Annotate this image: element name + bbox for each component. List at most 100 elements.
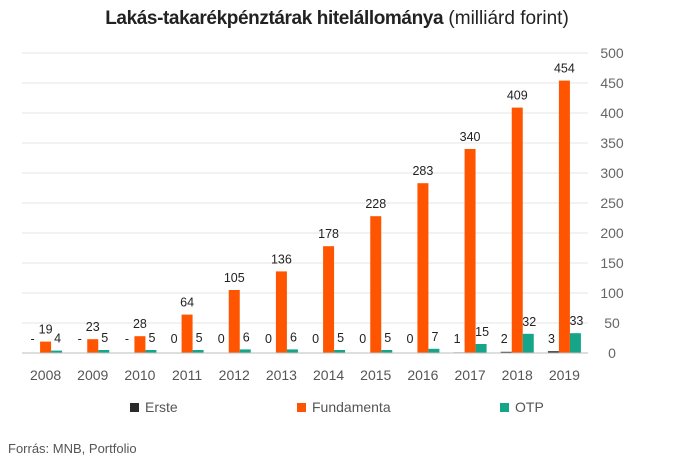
data-label-otp: 5 bbox=[384, 331, 391, 345]
data-label-erste: 0 bbox=[406, 332, 413, 346]
bar-otp bbox=[522, 333, 534, 353]
bar-otp bbox=[428, 348, 440, 353]
bar-otp bbox=[334, 350, 346, 353]
data-label-erste: 3 bbox=[548, 332, 555, 346]
bar-otp bbox=[98, 350, 110, 353]
data-label-otp: 5 bbox=[337, 331, 344, 345]
y-tick-label: 150 bbox=[600, 255, 624, 271]
bar-fundamenta bbox=[370, 216, 382, 353]
source-note: Forrás: MNB, Portfolio bbox=[8, 441, 137, 456]
y-tick-label: 100 bbox=[600, 285, 624, 301]
data-label-otp: 7 bbox=[431, 330, 438, 344]
legend-label-otp: OTP bbox=[515, 399, 544, 415]
legend-label-erste: Erste bbox=[145, 399, 178, 415]
data-label-erste: 2 bbox=[501, 332, 508, 346]
chart-title-unit: (milliárd forint) bbox=[448, 8, 569, 29]
data-label-otp: 4 bbox=[54, 332, 61, 346]
data-label-otp: 5 bbox=[196, 331, 203, 345]
data-label-erste: 0 bbox=[265, 332, 272, 346]
data-label-otp: 5 bbox=[148, 331, 155, 345]
data-label-otp: 33 bbox=[569, 314, 583, 328]
data-label-erste: 0 bbox=[218, 332, 225, 346]
data-label-fundamenta: 23 bbox=[86, 320, 100, 334]
data-label-erste: - bbox=[30, 332, 34, 346]
data-label-fundamenta: 454 bbox=[554, 62, 575, 76]
data-label-fundamenta: 283 bbox=[412, 164, 433, 178]
y-tick-label: 500 bbox=[600, 45, 624, 61]
data-label-otp: 5 bbox=[101, 331, 108, 345]
bar-otp bbox=[381, 350, 393, 353]
data-label-otp: 6 bbox=[290, 330, 297, 344]
bar-fundamenta bbox=[558, 80, 570, 353]
bars bbox=[40, 80, 581, 353]
x-tick-label: 2011 bbox=[172, 367, 202, 383]
x-tick-label: 2013 bbox=[266, 367, 297, 383]
data-label-erste: 0 bbox=[171, 332, 178, 346]
x-tick-label: 2010 bbox=[124, 367, 155, 383]
data-label-otp: 32 bbox=[522, 315, 536, 329]
data-label-fundamenta: 64 bbox=[180, 296, 194, 310]
x-axis: 2008 2009 2010 2011 2012 2013 2014 2015 2016 2017… bbox=[22, 352, 588, 383]
data-label-fundamenta: 19 bbox=[39, 323, 53, 337]
data-label-fundamenta: 340 bbox=[460, 130, 481, 144]
legend-label-fundamenta: Fundamenta bbox=[312, 399, 391, 415]
data-label-fundamenta: 28 bbox=[133, 317, 147, 331]
chart-title-main: Lakás-takarékpénztárak hitelállománya bbox=[105, 8, 444, 29]
bar-fundamenta bbox=[464, 149, 476, 353]
bar-fundamenta bbox=[228, 290, 240, 353]
bar-otp bbox=[286, 349, 298, 353]
data-label-erste: 0 bbox=[359, 332, 366, 346]
data-label-fundamenta: 228 bbox=[365, 197, 386, 211]
data-label-fundamenta: 105 bbox=[224, 271, 245, 285]
bar-otp bbox=[51, 350, 63, 353]
x-tick-label: 2014 bbox=[313, 367, 344, 383]
bar-erste bbox=[547, 351, 559, 353]
y-tick-label: 0 bbox=[608, 345, 616, 361]
data-label-erste: - bbox=[78, 332, 82, 346]
x-tick-label: 2009 bbox=[77, 367, 108, 383]
y-tick-label: 350 bbox=[600, 135, 624, 151]
legend-swatch-fundamenta bbox=[297, 403, 306, 412]
bar-erste bbox=[500, 351, 512, 353]
data-label-fundamenta: 409 bbox=[507, 89, 528, 103]
data-label-otp: 15 bbox=[475, 325, 489, 339]
x-tick-label: 2012 bbox=[219, 367, 250, 383]
data-label-fundamenta: 178 bbox=[318, 227, 339, 241]
y-tick-label: 400 bbox=[600, 105, 624, 121]
data-label-erste: 1 bbox=[454, 332, 461, 346]
bar-fundamenta bbox=[417, 183, 429, 353]
bar-otp bbox=[239, 349, 251, 353]
x-tick-label: 2019 bbox=[549, 367, 580, 383]
bar-fundamenta bbox=[275, 271, 287, 353]
y-tick-label: 250 bbox=[600, 195, 624, 211]
y-tick-label: 300 bbox=[600, 165, 624, 181]
x-tick-label: 2016 bbox=[407, 367, 438, 383]
y-tick-label: 450 bbox=[600, 75, 624, 91]
bar-otp bbox=[192, 350, 204, 353]
data-label-otp: 6 bbox=[243, 330, 250, 344]
x-tick-label: 2015 bbox=[360, 367, 391, 383]
chart-title: Lakás-takarékpénztárak hitelállománya (m… bbox=[0, 8, 674, 30]
legend-swatch-otp bbox=[500, 403, 509, 412]
data-label-erste: - bbox=[125, 332, 129, 346]
bar-otp bbox=[145, 350, 157, 353]
x-tick-label: 2017 bbox=[455, 367, 486, 383]
x-tick-label: 2008 bbox=[30, 367, 61, 383]
bar-otp bbox=[475, 344, 487, 353]
data-label-fundamenta: 136 bbox=[271, 252, 292, 266]
y-tick-label: 200 bbox=[600, 225, 624, 241]
bar-fundamenta bbox=[40, 341, 52, 353]
gridlines bbox=[22, 52, 588, 324]
legend-swatch-erste bbox=[130, 403, 139, 412]
bar-otp bbox=[569, 333, 581, 353]
bar-fundamenta bbox=[511, 107, 523, 353]
y-axis: 0 50 100 150 200 250 300 350 400 450 500 bbox=[600, 45, 624, 361]
legend: Erste Fundamenta OTP bbox=[130, 399, 544, 415]
bar-fundamenta bbox=[181, 314, 193, 353]
x-tick-label: 2018 bbox=[502, 367, 533, 383]
bar-fundamenta bbox=[134, 336, 146, 353]
data-label-erste: 0 bbox=[312, 332, 319, 346]
bar-fundamenta bbox=[87, 339, 99, 353]
